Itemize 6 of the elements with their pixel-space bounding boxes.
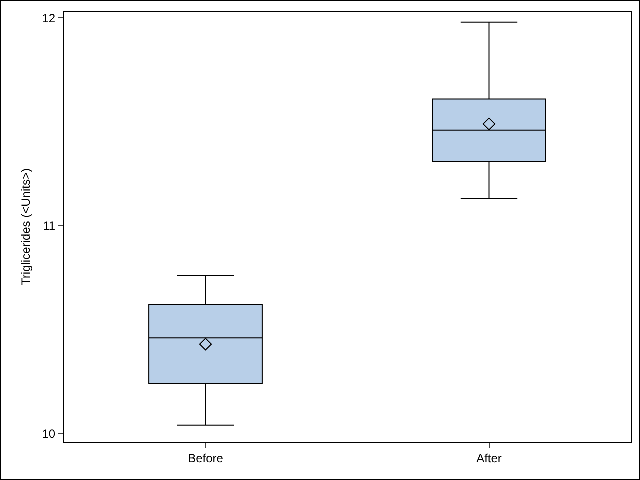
y-axis-title: Triglicerides (<Units>) bbox=[19, 168, 33, 286]
y-tick-label: 10 bbox=[42, 426, 56, 441]
x-tick-label: Before bbox=[188, 451, 224, 466]
x-tick-label: After bbox=[476, 451, 502, 466]
y-tick-label: 11 bbox=[43, 219, 56, 234]
y-tick-label: 12 bbox=[42, 11, 56, 26]
